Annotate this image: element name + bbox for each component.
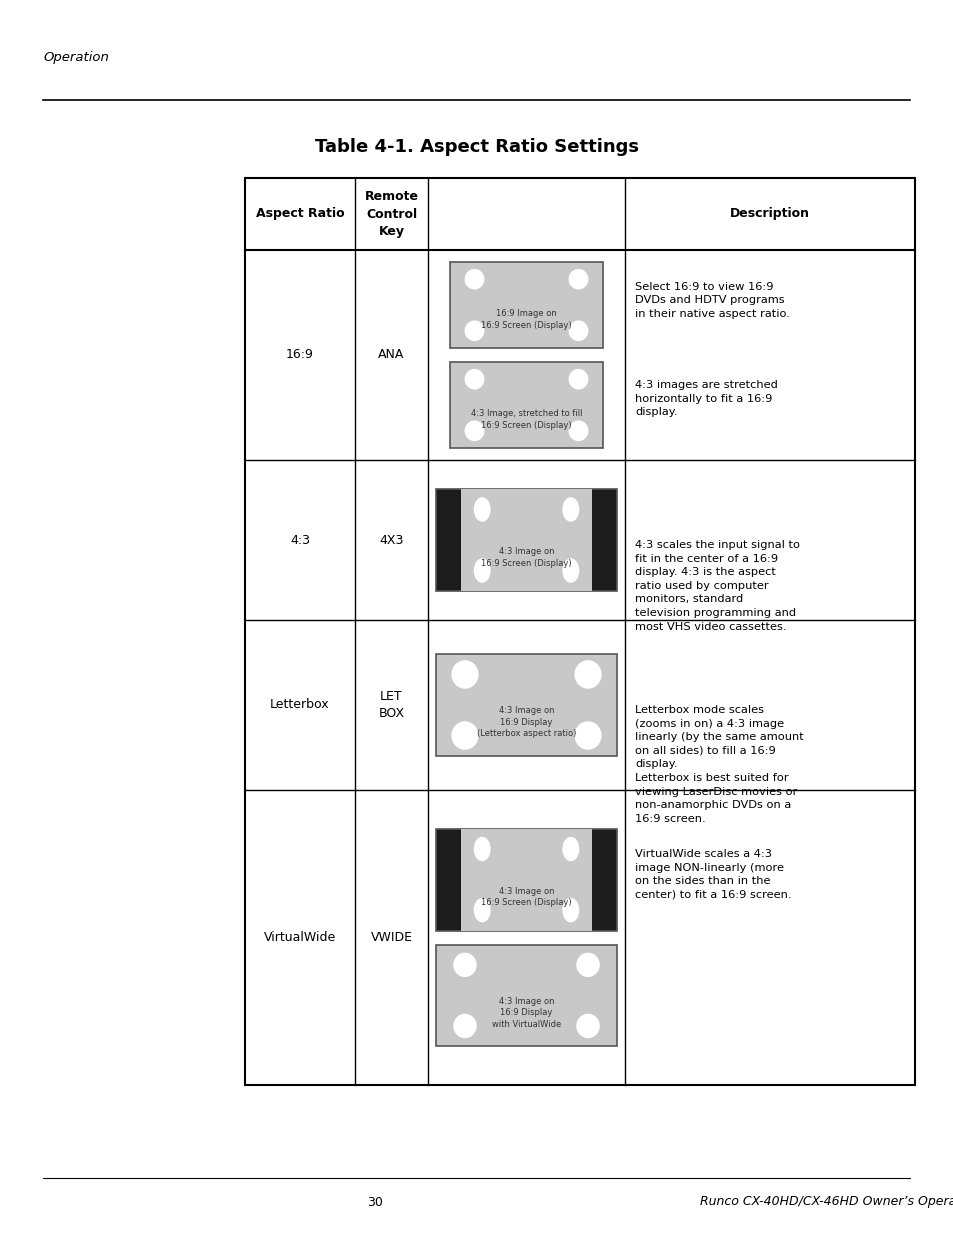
Text: VirtualWide scales a 4:3
image NON-linearly (more
on the sides than in the
cente: VirtualWide scales a 4:3 image NON-linea…: [635, 848, 791, 900]
Text: 16:9: 16:9: [286, 348, 314, 362]
Bar: [461, 829, 591, 930]
Text: 4:3: 4:3: [290, 534, 310, 547]
Text: 4:3 Image on
16:9 Display
with VirtualWide: 4:3 Image on 16:9 Display with VirtualWi…: [492, 997, 560, 1029]
Bar: [436, 945, 617, 1046]
Bar: [450, 262, 602, 348]
Ellipse shape: [464, 320, 484, 341]
Text: VirtualWide: VirtualWide: [264, 931, 335, 944]
Text: 4:3 Image, stretched to fill
16:9 Screen (Display): 4:3 Image, stretched to fill 16:9 Screen…: [470, 409, 581, 430]
Bar: [436, 829, 617, 930]
Ellipse shape: [568, 420, 588, 441]
Text: LET
BOX: LET BOX: [378, 690, 404, 720]
Ellipse shape: [464, 269, 484, 289]
Ellipse shape: [568, 369, 588, 389]
Text: Aspect Ratio: Aspect Ratio: [255, 207, 344, 221]
Ellipse shape: [561, 898, 578, 923]
Bar: [245, 178, 914, 1086]
Text: 16:9 Image on
16:9 Screen (Display): 16:9 Image on 16:9 Screen (Display): [480, 310, 571, 330]
Text: 4:3 Image on
16:9 Display
(Letterbox aspect ratio): 4:3 Image on 16:9 Display (Letterbox asp…: [476, 706, 576, 739]
Ellipse shape: [576, 1014, 599, 1039]
Text: Remote
Control
Key: Remote Control Key: [364, 190, 418, 237]
Ellipse shape: [561, 498, 578, 521]
Ellipse shape: [464, 369, 484, 389]
Bar: [436, 489, 617, 590]
Ellipse shape: [574, 661, 601, 689]
Ellipse shape: [561, 837, 578, 861]
Bar: [436, 655, 617, 756]
Ellipse shape: [453, 952, 476, 977]
Ellipse shape: [574, 721, 601, 750]
Text: Select 16:9 to view 16:9
DVDs and HDTV programs
in their native aspect ratio.: Select 16:9 to view 16:9 DVDs and HDTV p…: [635, 282, 789, 319]
Ellipse shape: [451, 721, 478, 750]
Text: Letterbox mode scales
(zooms in on) a 4:3 image
linearly (by the same amount
on : Letterbox mode scales (zooms in on) a 4:…: [635, 705, 803, 824]
Text: 4X3: 4X3: [379, 534, 403, 547]
Ellipse shape: [568, 269, 588, 289]
Text: Table 4-1. Aspect Ratio Settings: Table 4-1. Aspect Ratio Settings: [314, 138, 639, 156]
Ellipse shape: [576, 952, 599, 977]
Text: 4:3 Image on
16:9 Screen (Display): 4:3 Image on 16:9 Screen (Display): [480, 547, 571, 568]
Text: Runco CX-40HD/CX-46HD Owner’s Operating Manual: Runco CX-40HD/CX-46HD Owner’s Operating …: [700, 1195, 953, 1209]
Text: Operation: Operation: [43, 52, 109, 64]
Ellipse shape: [474, 837, 490, 861]
Text: VWIDE: VWIDE: [370, 931, 412, 944]
Bar: [450, 362, 602, 448]
Ellipse shape: [561, 558, 578, 583]
Ellipse shape: [464, 420, 484, 441]
Text: Description: Description: [729, 207, 809, 221]
Ellipse shape: [453, 1014, 476, 1039]
Ellipse shape: [474, 898, 490, 923]
Bar: [461, 489, 591, 590]
Text: 4:3 Image on
16:9 Screen (Display): 4:3 Image on 16:9 Screen (Display): [480, 887, 571, 908]
Text: 4:3 images are stretched
horizontally to fit a 16:9
display.: 4:3 images are stretched horizontally to…: [635, 380, 777, 417]
Text: ANA: ANA: [378, 348, 404, 362]
Text: 4:3 scales the input signal to
fit in the center of a 16:9
display. 4:3 is the a: 4:3 scales the input signal to fit in th…: [635, 540, 800, 631]
Ellipse shape: [451, 661, 478, 689]
Text: Letterbox: Letterbox: [270, 699, 330, 711]
Ellipse shape: [568, 320, 588, 341]
Text: 30: 30: [367, 1195, 382, 1209]
Ellipse shape: [474, 558, 490, 583]
Ellipse shape: [474, 498, 490, 521]
